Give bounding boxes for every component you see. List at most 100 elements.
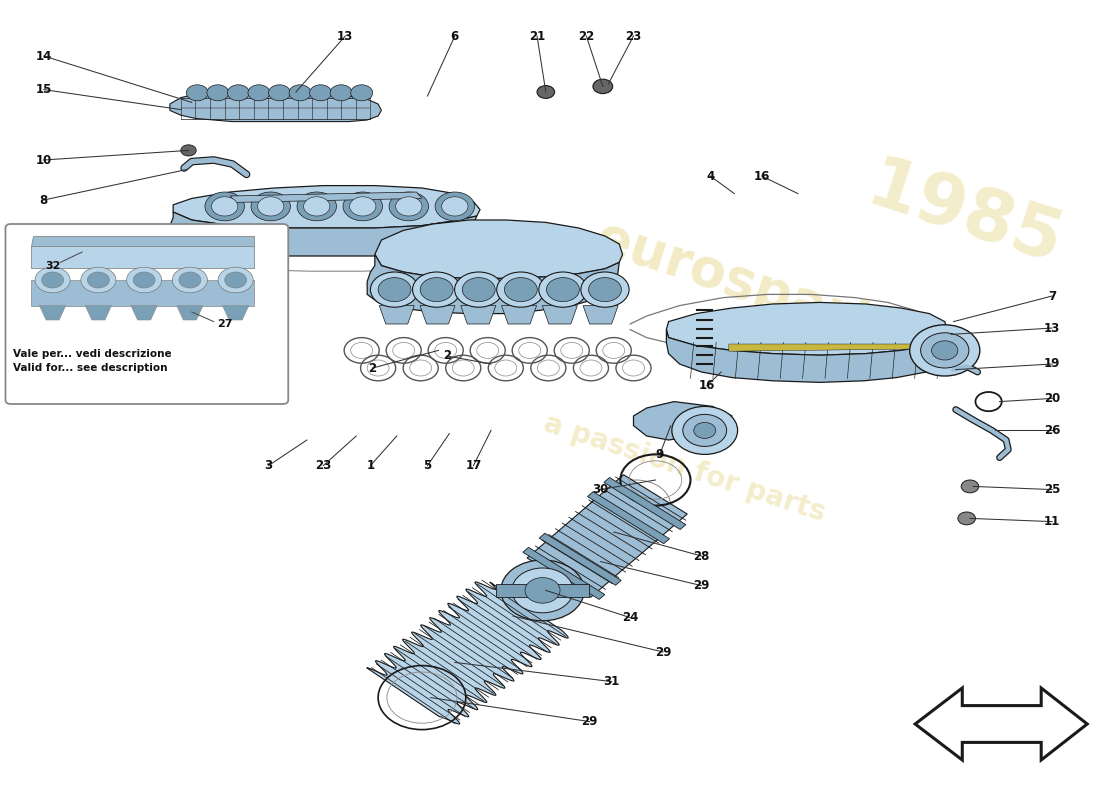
Text: 12: 12 [35, 394, 52, 406]
Circle shape [961, 480, 979, 493]
Text: Vale per... vedi descrizione: Vale per... vedi descrizione [13, 349, 172, 358]
Circle shape [330, 85, 352, 101]
Circle shape [683, 414, 727, 446]
Circle shape [42, 272, 64, 288]
Text: Valid for... see description: Valid for... see description [13, 363, 167, 373]
Circle shape [932, 341, 958, 360]
Polygon shape [366, 582, 569, 724]
Circle shape [378, 278, 411, 302]
Circle shape [412, 272, 461, 307]
Text: 19: 19 [1044, 358, 1060, 370]
Polygon shape [379, 306, 415, 324]
Polygon shape [31, 236, 254, 246]
Text: 13: 13 [337, 30, 353, 42]
Circle shape [462, 278, 495, 302]
Text: 21: 21 [529, 30, 546, 42]
Text: 30: 30 [593, 483, 608, 496]
Circle shape [454, 272, 503, 307]
Polygon shape [583, 306, 618, 324]
Polygon shape [420, 306, 455, 324]
Polygon shape [539, 534, 622, 586]
Circle shape [593, 79, 613, 94]
Circle shape [289, 85, 311, 101]
Polygon shape [169, 212, 476, 256]
Text: 15: 15 [35, 83, 52, 96]
Circle shape [371, 272, 419, 307]
Polygon shape [177, 306, 204, 320]
Text: 23: 23 [316, 459, 331, 472]
Circle shape [297, 192, 337, 221]
Text: 20: 20 [1044, 392, 1060, 405]
Circle shape [547, 278, 580, 302]
Text: 10: 10 [35, 154, 52, 166]
Circle shape [133, 272, 155, 288]
Polygon shape [502, 306, 537, 324]
Circle shape [173, 267, 208, 293]
Circle shape [80, 267, 116, 293]
Text: 5: 5 [424, 459, 431, 472]
Text: 6: 6 [451, 30, 459, 42]
Polygon shape [604, 478, 685, 530]
Text: 8: 8 [40, 194, 48, 206]
Polygon shape [222, 306, 249, 320]
Text: 16: 16 [698, 379, 715, 392]
Circle shape [248, 85, 270, 101]
Polygon shape [496, 584, 588, 597]
Text: 3: 3 [264, 459, 273, 472]
Polygon shape [31, 280, 254, 306]
Text: 11: 11 [1044, 515, 1060, 528]
Circle shape [309, 85, 331, 101]
Circle shape [211, 197, 238, 216]
Polygon shape [173, 186, 480, 228]
Circle shape [525, 578, 560, 603]
Circle shape [205, 192, 244, 221]
Circle shape [251, 192, 290, 221]
Text: 29: 29 [582, 715, 597, 728]
Circle shape [224, 272, 246, 288]
Text: 7: 7 [1048, 290, 1056, 302]
Polygon shape [375, 220, 623, 278]
Text: a passion for parts: a passion for parts [540, 409, 829, 527]
Text: 25: 25 [1044, 483, 1060, 496]
Text: 24: 24 [621, 611, 638, 624]
Circle shape [350, 197, 376, 216]
Circle shape [958, 512, 976, 525]
Circle shape [268, 85, 290, 101]
Polygon shape [461, 306, 496, 324]
Text: 29: 29 [654, 646, 671, 658]
Text: 2: 2 [368, 362, 376, 374]
Text: 2: 2 [443, 350, 451, 362]
Circle shape [910, 325, 980, 376]
Text: 13: 13 [1044, 322, 1060, 334]
Circle shape [304, 197, 330, 216]
Circle shape [539, 272, 587, 307]
Circle shape [500, 560, 584, 621]
Circle shape [87, 272, 109, 288]
Text: 1985: 1985 [858, 152, 1070, 280]
Polygon shape [367, 254, 619, 314]
Text: 23: 23 [626, 30, 641, 42]
Circle shape [180, 145, 196, 156]
Polygon shape [542, 306, 578, 324]
Text: 16: 16 [754, 170, 770, 182]
Circle shape [35, 267, 70, 293]
Polygon shape [169, 93, 382, 122]
Polygon shape [230, 192, 422, 202]
Text: 1: 1 [366, 459, 374, 472]
Text: 20: 20 [35, 282, 52, 294]
Circle shape [207, 85, 229, 101]
Circle shape [581, 272, 629, 307]
Text: 32: 32 [45, 261, 60, 270]
Circle shape [512, 568, 573, 613]
Polygon shape [527, 474, 688, 598]
Circle shape [436, 192, 474, 221]
Polygon shape [667, 330, 945, 382]
Text: 31: 31 [604, 675, 619, 688]
Circle shape [343, 192, 383, 221]
Circle shape [228, 85, 250, 101]
Circle shape [505, 278, 537, 302]
Circle shape [672, 406, 738, 454]
Text: 22: 22 [579, 30, 594, 42]
Circle shape [351, 85, 373, 101]
Circle shape [497, 272, 544, 307]
